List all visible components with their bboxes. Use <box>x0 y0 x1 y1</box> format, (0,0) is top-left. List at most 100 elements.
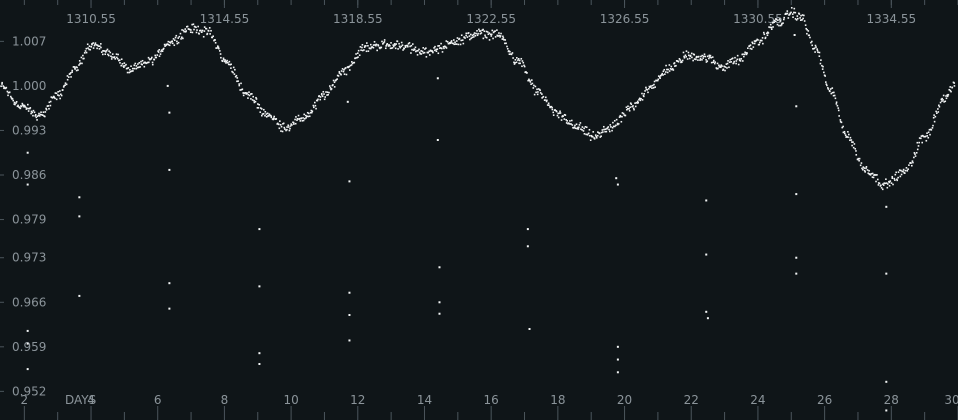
data-point <box>876 178 879 181</box>
data-point <box>738 59 741 62</box>
data-point <box>133 64 136 67</box>
data-point <box>832 94 835 97</box>
data-point <box>793 7 796 10</box>
data-point <box>900 169 902 172</box>
data-point <box>425 56 428 58</box>
data-point <box>48 101 51 104</box>
data-point <box>49 104 52 107</box>
data-point <box>95 44 98 46</box>
data-point <box>951 86 954 89</box>
data-point <box>902 170 904 173</box>
data-point <box>441 51 444 53</box>
data-point <box>745 51 747 54</box>
data-point <box>811 44 813 47</box>
data-point <box>802 17 804 20</box>
data-point <box>521 65 523 68</box>
data-point <box>897 171 900 173</box>
data-point <box>340 70 343 72</box>
data-point <box>592 131 595 133</box>
data-point <box>128 71 131 74</box>
data-point <box>778 24 780 27</box>
data-point <box>297 114 300 117</box>
data-point <box>614 125 616 128</box>
data-point <box>292 121 295 124</box>
data-point <box>457 43 460 46</box>
data-point <box>236 77 239 79</box>
data-point <box>816 49 819 52</box>
data-point <box>612 125 615 128</box>
data-point <box>736 54 739 57</box>
data-point <box>407 42 410 45</box>
data-point <box>687 51 690 54</box>
data-point <box>296 117 299 120</box>
data-point <box>131 67 134 70</box>
data-point <box>894 173 897 176</box>
data-point <box>431 50 434 53</box>
data-point <box>544 99 546 101</box>
data-point <box>75 69 78 72</box>
y-tick-label: 0.986 <box>12 168 46 182</box>
data-point <box>400 41 403 44</box>
data-point <box>773 21 775 23</box>
data-point <box>701 59 703 61</box>
data-point <box>110 55 112 58</box>
data-point <box>871 172 874 175</box>
data-point <box>827 87 829 89</box>
data-point <box>90 46 93 48</box>
data-point <box>403 47 406 50</box>
data-point <box>744 51 746 54</box>
data-point <box>318 95 321 97</box>
data-point <box>391 47 394 49</box>
data-point <box>350 64 353 66</box>
data-point <box>371 46 374 48</box>
data-point <box>888 184 891 187</box>
data-point <box>332 79 335 82</box>
data-point <box>708 57 710 60</box>
data-point <box>148 61 150 64</box>
data-point <box>394 44 396 47</box>
data-point <box>611 126 614 129</box>
data-point <box>926 132 928 135</box>
data-point <box>778 18 781 20</box>
data-point <box>255 98 258 100</box>
data-point <box>531 82 534 85</box>
data-point <box>222 57 225 60</box>
data-point <box>377 44 380 47</box>
data-point <box>485 30 488 33</box>
data-point <box>301 120 304 122</box>
data-point <box>163 43 166 46</box>
data-point <box>156 54 159 56</box>
data-point <box>731 57 734 60</box>
data-point <box>216 45 219 47</box>
data-point <box>460 34 463 37</box>
data-point <box>53 96 56 99</box>
data-point <box>815 46 817 48</box>
data-point <box>307 115 309 118</box>
data-point <box>286 126 288 128</box>
data-point <box>234 75 237 78</box>
data-point <box>542 96 545 98</box>
data-point <box>49 100 52 103</box>
data-point <box>521 60 524 62</box>
data-point <box>416 50 418 52</box>
data-point <box>546 99 548 102</box>
data-point <box>589 139 592 141</box>
data-point <box>820 59 822 61</box>
data-point <box>418 51 421 54</box>
data-point <box>181 36 183 39</box>
data-point <box>632 107 635 110</box>
data-point <box>396 40 399 43</box>
data-point <box>280 125 283 128</box>
data-point <box>620 120 623 123</box>
data-point <box>863 167 865 169</box>
data-point <box>880 187 883 189</box>
data-point <box>64 82 67 84</box>
data-point <box>936 112 938 115</box>
data-point <box>13 101 16 104</box>
data-point <box>100 43 102 45</box>
data-point <box>701 54 704 57</box>
data-point <box>38 115 41 117</box>
data-point <box>783 18 785 21</box>
data-point <box>775 18 778 21</box>
data-point <box>836 104 839 107</box>
